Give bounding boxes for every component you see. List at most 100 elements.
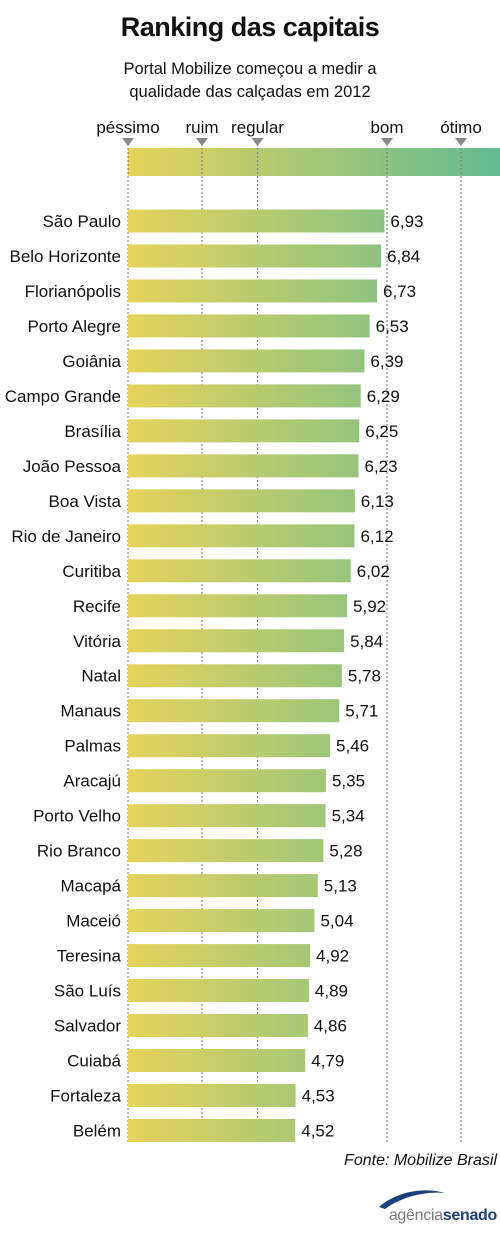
bar xyxy=(128,769,326,793)
category-label: Natal xyxy=(81,667,121,686)
value-label: 6,29 xyxy=(367,387,400,406)
value-label: 4,52 xyxy=(301,1121,334,1140)
bar-row: Brasília 6,25 xyxy=(64,419,398,443)
bar xyxy=(128,314,370,338)
category-label: Aracajú xyxy=(63,772,121,791)
bar-row: Belo Horizonte 6,84 xyxy=(9,244,420,268)
bar-row: Recife 5,92 xyxy=(73,594,386,618)
category-label: Campo Grande xyxy=(5,387,121,406)
logo-text-senado: senado xyxy=(442,1207,498,1224)
subtitle-line-2: qualidade das calçadas em 2012 xyxy=(129,83,371,101)
bar xyxy=(128,909,315,933)
value-label: 6,39 xyxy=(370,352,403,371)
category-label: Curitiba xyxy=(62,562,121,581)
bar-row: Campo Grande 6,29 xyxy=(5,384,400,408)
bar-row: São Paulo 6,93 xyxy=(43,209,424,233)
category-label: Cuiabá xyxy=(67,1052,121,1071)
scale-marker-icon xyxy=(455,138,467,146)
value-label: 5,84 xyxy=(350,632,383,651)
bar-row: Natal 5,78 xyxy=(81,664,381,688)
bar xyxy=(128,419,360,443)
value-label: 5,28 xyxy=(329,842,362,861)
category-label: Belém xyxy=(73,1121,121,1140)
category-label: Rio de Janeiro xyxy=(11,527,121,546)
value-label: 4,86 xyxy=(314,1017,347,1036)
value-label: 4,79 xyxy=(311,1052,344,1071)
bar-row: João Pessoa 6,23 xyxy=(23,454,398,478)
scale-marker-icon xyxy=(122,138,134,146)
logo-text: agênciasenado xyxy=(389,1207,497,1225)
bar xyxy=(128,664,342,688)
bar-row: Rio de Janeiro 6,12 xyxy=(11,524,394,548)
category-label: Macapá xyxy=(61,877,122,896)
bar xyxy=(128,629,345,653)
bar xyxy=(128,524,355,548)
value-label: 6,25 xyxy=(365,422,398,441)
value-label: 4,92 xyxy=(316,947,349,966)
category-label: Porto Alegre xyxy=(27,317,121,336)
scale-marker-icon xyxy=(251,138,264,146)
bar xyxy=(128,559,351,583)
bar-row: Aracajú 5,35 xyxy=(63,769,365,793)
bar-row: São Luís 4,89 xyxy=(54,979,348,1003)
category-label: Rio Branco xyxy=(37,842,121,861)
value-label: 5,71 xyxy=(345,702,378,721)
bar-row: Porto Alegre 6,53 xyxy=(27,314,409,338)
value-label: 5,35 xyxy=(332,772,365,791)
scale-label: ruim xyxy=(185,118,218,137)
bar xyxy=(128,1118,296,1142)
chart-subtitle: Portal Mobilize começou a medir a qualid… xyxy=(40,58,460,104)
bar-row: Boa Vista 6,13 xyxy=(49,489,394,513)
category-label: Florianópolis xyxy=(25,282,121,301)
value-label: 6,93 xyxy=(390,212,423,231)
value-label: 5,13 xyxy=(324,877,357,896)
category-label: Teresina xyxy=(57,947,122,966)
bar-row: Maceió 5,04 xyxy=(66,909,354,933)
scale-gradient-band xyxy=(128,148,500,176)
scale-label: ótimo xyxy=(440,118,482,137)
category-label: Recife xyxy=(73,597,121,616)
category-label: São Paulo xyxy=(43,212,121,231)
category-label: Brasília xyxy=(64,422,121,441)
bar xyxy=(128,1014,308,1038)
bar xyxy=(128,734,331,758)
category-label: Maceió xyxy=(66,912,121,931)
bar-row: Teresina 4,92 xyxy=(57,944,349,968)
chart-title: Ranking das capitais xyxy=(120,12,380,42)
category-label: João Pessoa xyxy=(23,457,122,476)
bar-row: Vitória 5,84 xyxy=(73,629,383,653)
bar-row: Rio Branco 5,28 xyxy=(37,839,362,863)
bar xyxy=(128,804,326,828)
bar xyxy=(128,279,378,303)
category-label: Palmas xyxy=(64,737,121,756)
bar xyxy=(128,839,324,863)
value-label: 5,78 xyxy=(348,667,381,686)
scale-label: bom xyxy=(370,118,403,137)
bar xyxy=(128,594,348,618)
category-label: São Luís xyxy=(54,982,121,1001)
bar xyxy=(128,1084,296,1107)
ranking-chart: péssimo ruim regular bom ótimo São Paulo 6,93… xyxy=(5,118,500,1142)
bar xyxy=(128,944,311,968)
value-label: 6,73 xyxy=(383,282,416,301)
bar-row: Macapá 5,13 xyxy=(61,874,357,898)
bar-row: Salvador 4,86 xyxy=(54,1014,347,1038)
source-note: Fonte: Mobilize Brasil xyxy=(344,1152,497,1169)
scale-label: péssimo xyxy=(96,118,159,137)
bar xyxy=(128,699,340,723)
category-label: Manaus xyxy=(61,702,121,721)
bars: São Paulo 6,93 Belo Horizonte 6,84 Florianóp… xyxy=(5,209,424,1142)
bar xyxy=(128,384,361,408)
bar xyxy=(128,244,382,268)
value-label: 6,12 xyxy=(360,527,393,546)
category-label: Vitória xyxy=(73,632,121,651)
category-label: Belo Horizonte xyxy=(9,247,121,266)
value-label: 6,53 xyxy=(376,317,409,336)
bar xyxy=(128,874,318,898)
agencia-senado-logo: agênciasenado xyxy=(377,1187,497,1229)
scale-marker-icon xyxy=(196,138,208,146)
bar-row: Curitiba 6,02 xyxy=(62,559,390,583)
bar xyxy=(128,979,309,1003)
value-label: 5,04 xyxy=(320,912,353,931)
logo-swoosh-icon xyxy=(379,1190,445,1209)
